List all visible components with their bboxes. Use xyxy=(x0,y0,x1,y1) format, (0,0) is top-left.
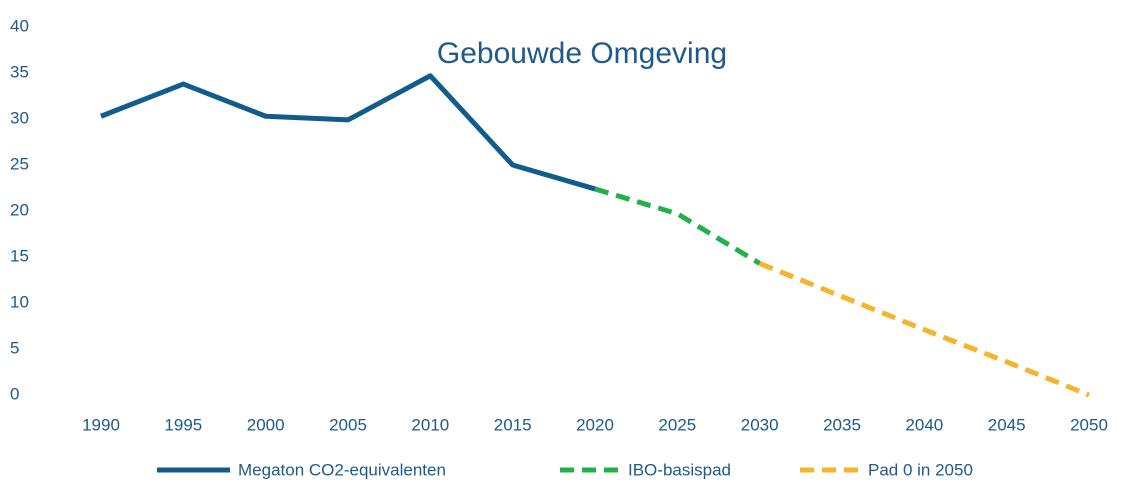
x-tick-label: 2000 xyxy=(247,415,285,434)
y-tick-label: 30 xyxy=(10,108,29,127)
x-tick-label: 2045 xyxy=(988,415,1026,434)
legend-label: Pad 0 in 2050 xyxy=(868,460,973,479)
y-tick-label: 40 xyxy=(10,16,29,35)
x-tick-label: 2015 xyxy=(494,415,532,434)
x-tick-label: 1990 xyxy=(82,415,120,434)
y-tick-label: 35 xyxy=(10,62,29,81)
y-tick-label: 20 xyxy=(10,200,29,219)
x-tick-label: 2020 xyxy=(576,415,614,434)
x-tick-label: 2035 xyxy=(823,415,861,434)
x-tick-label: 2050 xyxy=(1070,415,1108,434)
y-tick-label: 0 xyxy=(10,384,19,403)
series-line xyxy=(758,261,1090,398)
x-tick-label: 2010 xyxy=(411,415,449,434)
x-tick-label: 1995 xyxy=(164,415,202,434)
y-tick-label: 15 xyxy=(10,246,29,265)
x-tick-label: 2025 xyxy=(658,415,696,434)
chart-title: Gebouwde Omgeving xyxy=(437,37,727,70)
x-tick-label: 2030 xyxy=(741,415,779,434)
y-tick-label: 25 xyxy=(10,154,29,173)
series-line xyxy=(594,186,761,266)
y-tick-label: 10 xyxy=(10,292,29,311)
legend-label: IBO-basispad xyxy=(628,460,731,479)
x-tick-label: 2005 xyxy=(329,415,367,434)
y-tick-label: 5 xyxy=(10,338,19,357)
legend-label: Megaton CO2-equivalenten xyxy=(238,460,446,479)
x-tick-label: 2040 xyxy=(905,415,943,434)
series-line xyxy=(100,73,596,192)
